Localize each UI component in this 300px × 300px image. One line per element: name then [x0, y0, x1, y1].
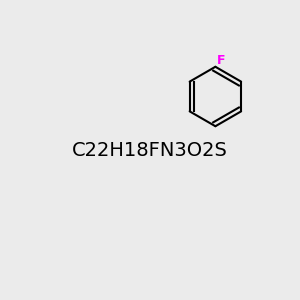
Text: C22H18FN3O2S: C22H18FN3O2S	[72, 140, 228, 160]
Text: F: F	[217, 54, 226, 67]
